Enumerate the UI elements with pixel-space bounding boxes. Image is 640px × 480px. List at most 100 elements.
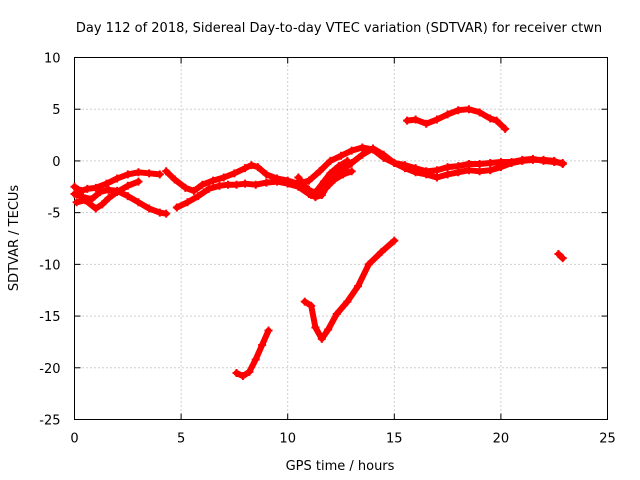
data-point — [368, 144, 377, 153]
data-point — [258, 341, 267, 350]
data-point — [518, 156, 527, 165]
series-line — [233, 327, 272, 380]
y-tick-label: -5 — [48, 207, 61, 222]
x-tick-label: 20 — [493, 432, 510, 447]
y-tick-label: -25 — [39, 414, 60, 429]
data-point — [443, 170, 452, 179]
data-point — [91, 183, 100, 192]
data-point — [113, 187, 122, 196]
series-track-k — [554, 250, 567, 263]
data-point — [411, 168, 420, 177]
data-point — [432, 166, 441, 175]
data-point — [219, 173, 228, 182]
data-point — [390, 236, 399, 245]
y-tick-label: -10 — [39, 258, 60, 273]
data-point — [134, 198, 143, 207]
data-point — [215, 181, 224, 190]
data-point — [432, 115, 441, 124]
y-axis-label: SDTVAR / TECUs — [7, 185, 22, 292]
data-point — [232, 180, 241, 189]
data-point — [486, 166, 495, 175]
data-point — [422, 119, 431, 128]
data-point — [332, 310, 341, 319]
data-point — [245, 367, 254, 376]
data-point — [558, 160, 567, 169]
data-point — [475, 160, 484, 169]
x-tick-label: 15 — [386, 432, 403, 447]
data-point — [83, 184, 92, 193]
series-line — [163, 144, 566, 194]
chart-title: Day 112 of 2018, Sidereal Day-to-day VTE… — [76, 21, 602, 36]
data-point — [162, 209, 171, 218]
data-point — [172, 203, 181, 212]
data-point — [305, 176, 314, 185]
data-point — [198, 180, 207, 189]
data-point — [379, 150, 388, 159]
data-point — [294, 182, 303, 191]
data-point — [554, 250, 563, 259]
data-point — [390, 158, 399, 167]
data-point — [123, 192, 132, 201]
data-point — [354, 282, 363, 291]
data-point — [300, 181, 309, 190]
series-track-e — [172, 144, 567, 212]
data-point — [300, 297, 309, 306]
data-point — [283, 179, 292, 188]
data-point — [134, 168, 143, 177]
data-point — [464, 105, 473, 114]
data-point — [307, 301, 316, 310]
axis-ticks: 0 5 10 15 20 25 -25 -20 -15 -10 -5 0 5 10 — [39, 52, 616, 447]
x-tick-label: 0 — [70, 432, 78, 447]
data-point — [145, 169, 154, 178]
series-track-j — [300, 236, 399, 343]
data-point — [496, 163, 505, 172]
y-tick-label: 10 — [44, 52, 61, 67]
data-point — [294, 173, 303, 182]
data-point — [251, 355, 260, 364]
data-point — [96, 187, 105, 196]
data-point — [343, 297, 352, 306]
data-point — [262, 170, 271, 179]
data-point — [317, 334, 326, 343]
data-point — [247, 161, 256, 170]
data-point — [98, 200, 107, 209]
data-point — [337, 151, 345, 160]
data-point — [189, 186, 198, 195]
data-point — [550, 156, 559, 165]
series-track-i — [232, 326, 273, 381]
x-tick-label: 5 — [177, 432, 185, 447]
y-tick-label: -15 — [39, 310, 60, 325]
data-point — [134, 177, 143, 186]
data-point — [339, 170, 348, 179]
data-point — [322, 183, 331, 192]
data-point — [123, 181, 132, 190]
data-point — [155, 208, 164, 217]
data-point — [492, 116, 501, 125]
data-point — [324, 325, 333, 334]
plot-frame — [74, 57, 608, 420]
data-point — [264, 326, 273, 335]
data-point — [113, 174, 122, 183]
data-point — [326, 156, 335, 165]
series-line — [71, 169, 163, 194]
data-point — [343, 156, 352, 165]
data-point — [539, 155, 548, 164]
data-point — [443, 110, 452, 119]
data-point — [251, 180, 260, 189]
data-point — [347, 146, 356, 155]
data-point — [313, 190, 322, 199]
data-point — [330, 175, 339, 184]
data-point — [305, 185, 314, 194]
data-point — [238, 372, 247, 381]
series-track-c — [72, 177, 143, 213]
data-point — [273, 177, 282, 186]
x-axis-label: GPS time / hours — [286, 459, 395, 474]
data-point — [253, 163, 262, 172]
data-point — [358, 143, 367, 152]
data-point — [377, 247, 386, 256]
x-tick-label: 10 — [279, 432, 296, 447]
data-point — [432, 173, 441, 182]
data-point — [232, 368, 241, 377]
data-point — [364, 260, 373, 269]
data-point — [486, 158, 495, 167]
